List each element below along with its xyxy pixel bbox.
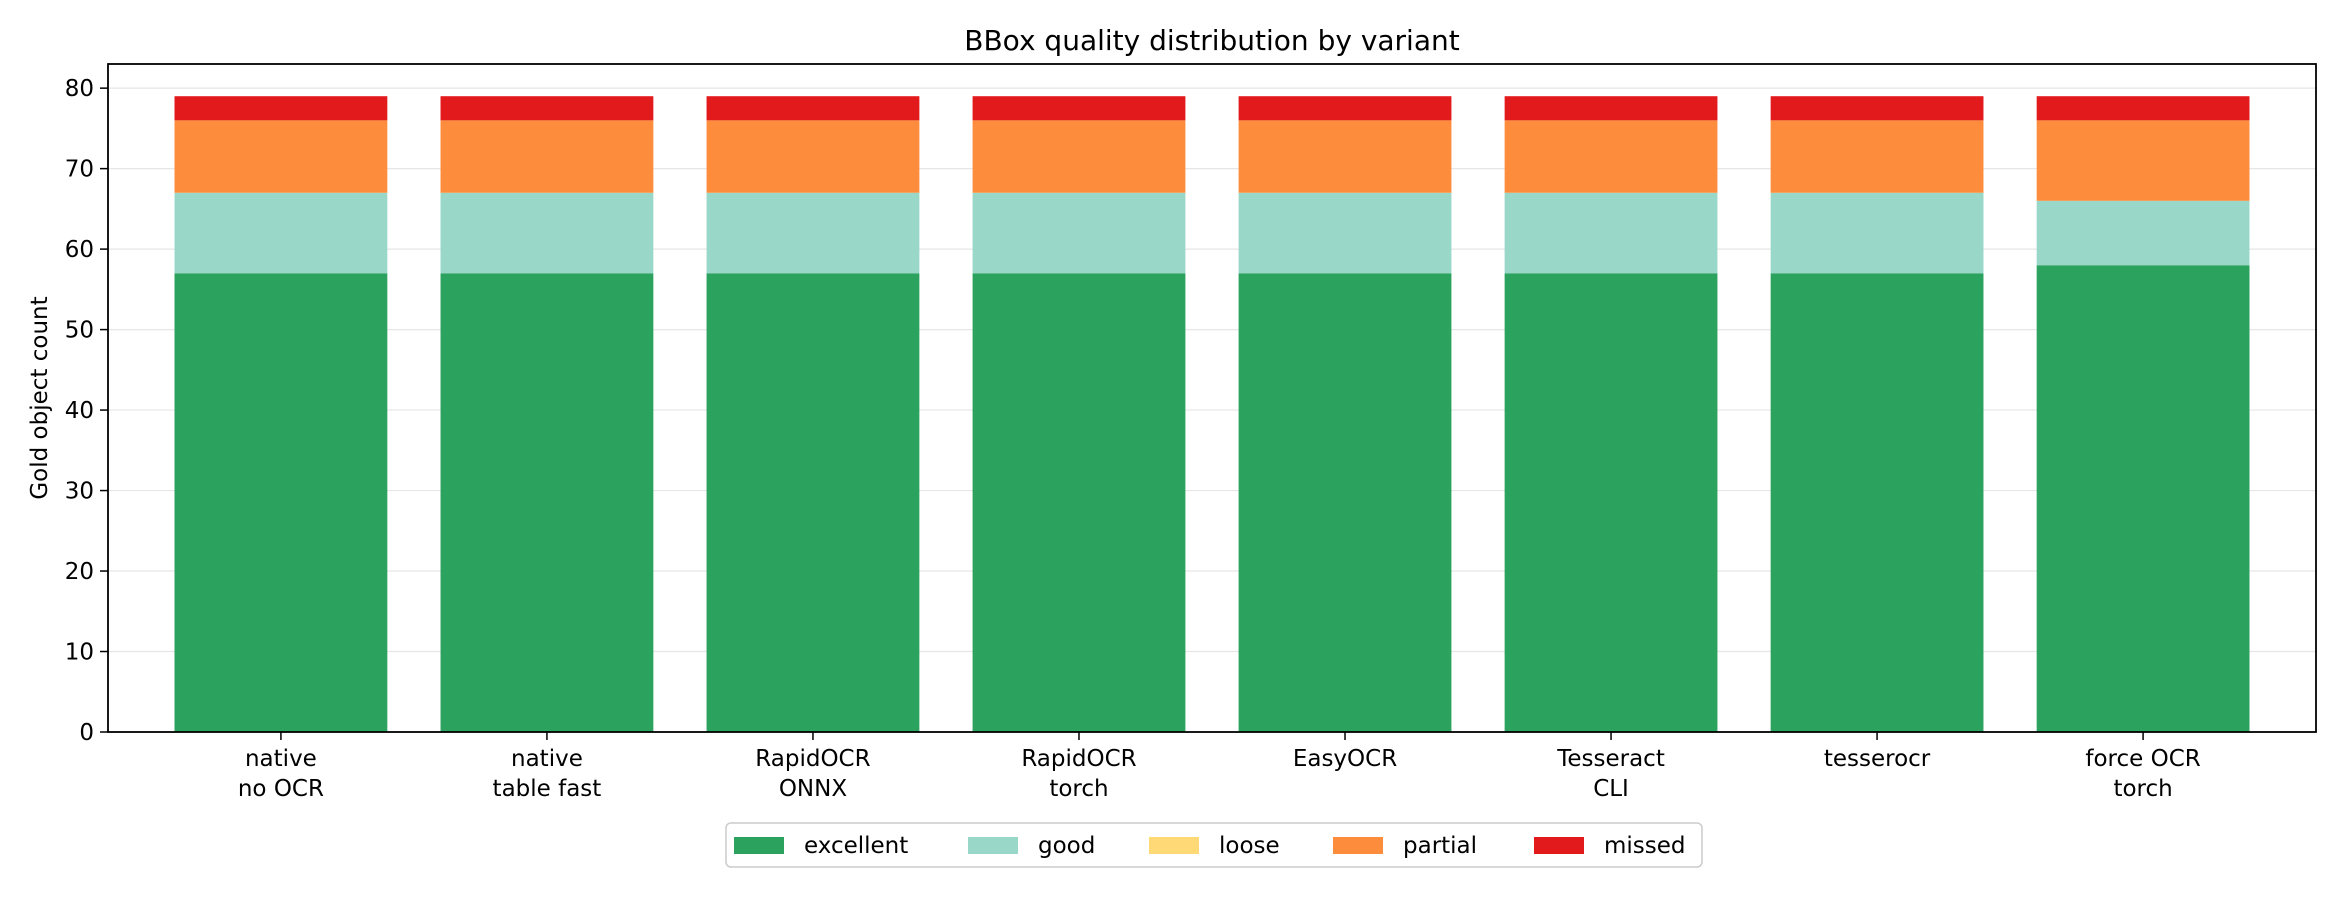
x-tick-label: no OCR	[238, 776, 324, 802]
bar-partial	[972, 120, 1186, 193]
legend: excellent good loose partial missed	[725, 822, 1703, 868]
gridlines	[108, 87, 2316, 733]
bars	[174, 96, 2250, 732]
bar-missed	[972, 96, 1186, 121]
legend-swatch-good	[968, 837, 1018, 854]
x-tick-label: Tesseract	[1556, 746, 1665, 772]
y-tick-label: 30	[65, 479, 94, 505]
x-tick-label: ONNX	[779, 776, 848, 802]
bar-excellent	[174, 273, 388, 732]
x-tick-label: RapidOCR	[755, 746, 870, 772]
legend-label-excellent: excellent	[804, 833, 908, 859]
x-tick-label: EasyOCR	[1293, 746, 1397, 772]
bar-partial	[1504, 120, 1718, 193]
bar-partial	[1770, 120, 1984, 193]
bar-partial	[174, 120, 388, 193]
y-axis-ticks: 0 10 20 30 40 50 60 70 80	[65, 76, 108, 746]
bar-missed	[2036, 96, 2250, 121]
x-tick-label: table fast	[493, 776, 602, 802]
legend-swatch-loose	[1149, 837, 1199, 854]
bar-excellent	[1770, 273, 1984, 732]
x-tick-label: force OCR	[2085, 746, 2200, 772]
y-tick-label: 60	[65, 237, 94, 263]
plot-frame	[107, 63, 2317, 733]
bar-good	[1504, 192, 1718, 274]
bar-missed	[1770, 96, 1984, 121]
bar-missed	[174, 96, 388, 121]
bar-excellent	[1504, 273, 1718, 732]
legend-box	[725, 822, 1703, 868]
legend-label-good: good	[1038, 833, 1095, 859]
x-tick-label: torch	[2113, 776, 2172, 802]
x-axis-ticks: native no OCR native table fast RapidOCR ONNX…	[238, 732, 2201, 802]
bar-missed	[1238, 96, 1452, 121]
bar-partial	[2036, 120, 2250, 201]
y-tick-label: 0	[79, 720, 94, 746]
x-tick-label: tesserocr	[1824, 746, 1931, 772]
bar-excellent	[706, 273, 920, 732]
legend-label-loose: loose	[1219, 833, 1280, 859]
y-tick-label: 20	[65, 559, 94, 585]
bar-good	[1770, 192, 1984, 274]
bar-partial	[1238, 120, 1452, 193]
bar-good	[972, 192, 1186, 274]
legend-label-missed: missed	[1604, 833, 1686, 859]
bar-missed	[1504, 96, 1718, 121]
bar-good	[2036, 200, 2250, 266]
bar-partial	[706, 120, 920, 193]
x-tick-label: native	[245, 746, 317, 772]
bar-excellent	[440, 273, 654, 732]
legend-swatch-excellent	[734, 837, 784, 854]
legend-label-partial: partial	[1403, 833, 1477, 859]
legend-swatch-missed	[1534, 837, 1584, 854]
y-tick-label: 40	[65, 398, 94, 424]
x-tick-label: native	[511, 746, 583, 772]
chart-title: BBox quality distribution by variant	[964, 24, 1459, 57]
bar-excellent	[2036, 265, 2250, 732]
x-tick-label: RapidOCR	[1021, 746, 1136, 772]
bar-excellent	[1238, 273, 1452, 732]
y-axis-label: Gold object count	[27, 296, 53, 499]
x-tick-label: torch	[1049, 776, 1108, 802]
x-tick-label: CLI	[1593, 776, 1629, 802]
y-tick-label: 80	[65, 76, 94, 102]
y-tick-label: 10	[65, 640, 94, 666]
bar-excellent	[972, 273, 1186, 732]
y-tick-label: 50	[65, 318, 94, 344]
y-tick-label: 70	[65, 157, 94, 183]
bar-partial	[440, 120, 654, 193]
bar-missed	[706, 96, 920, 121]
bar-missed	[440, 96, 654, 121]
bar-good	[440, 192, 654, 274]
bar-good	[1238, 192, 1452, 274]
bar-good	[706, 192, 920, 274]
legend-swatch-partial	[1333, 837, 1383, 854]
bar-good	[174, 192, 388, 274]
